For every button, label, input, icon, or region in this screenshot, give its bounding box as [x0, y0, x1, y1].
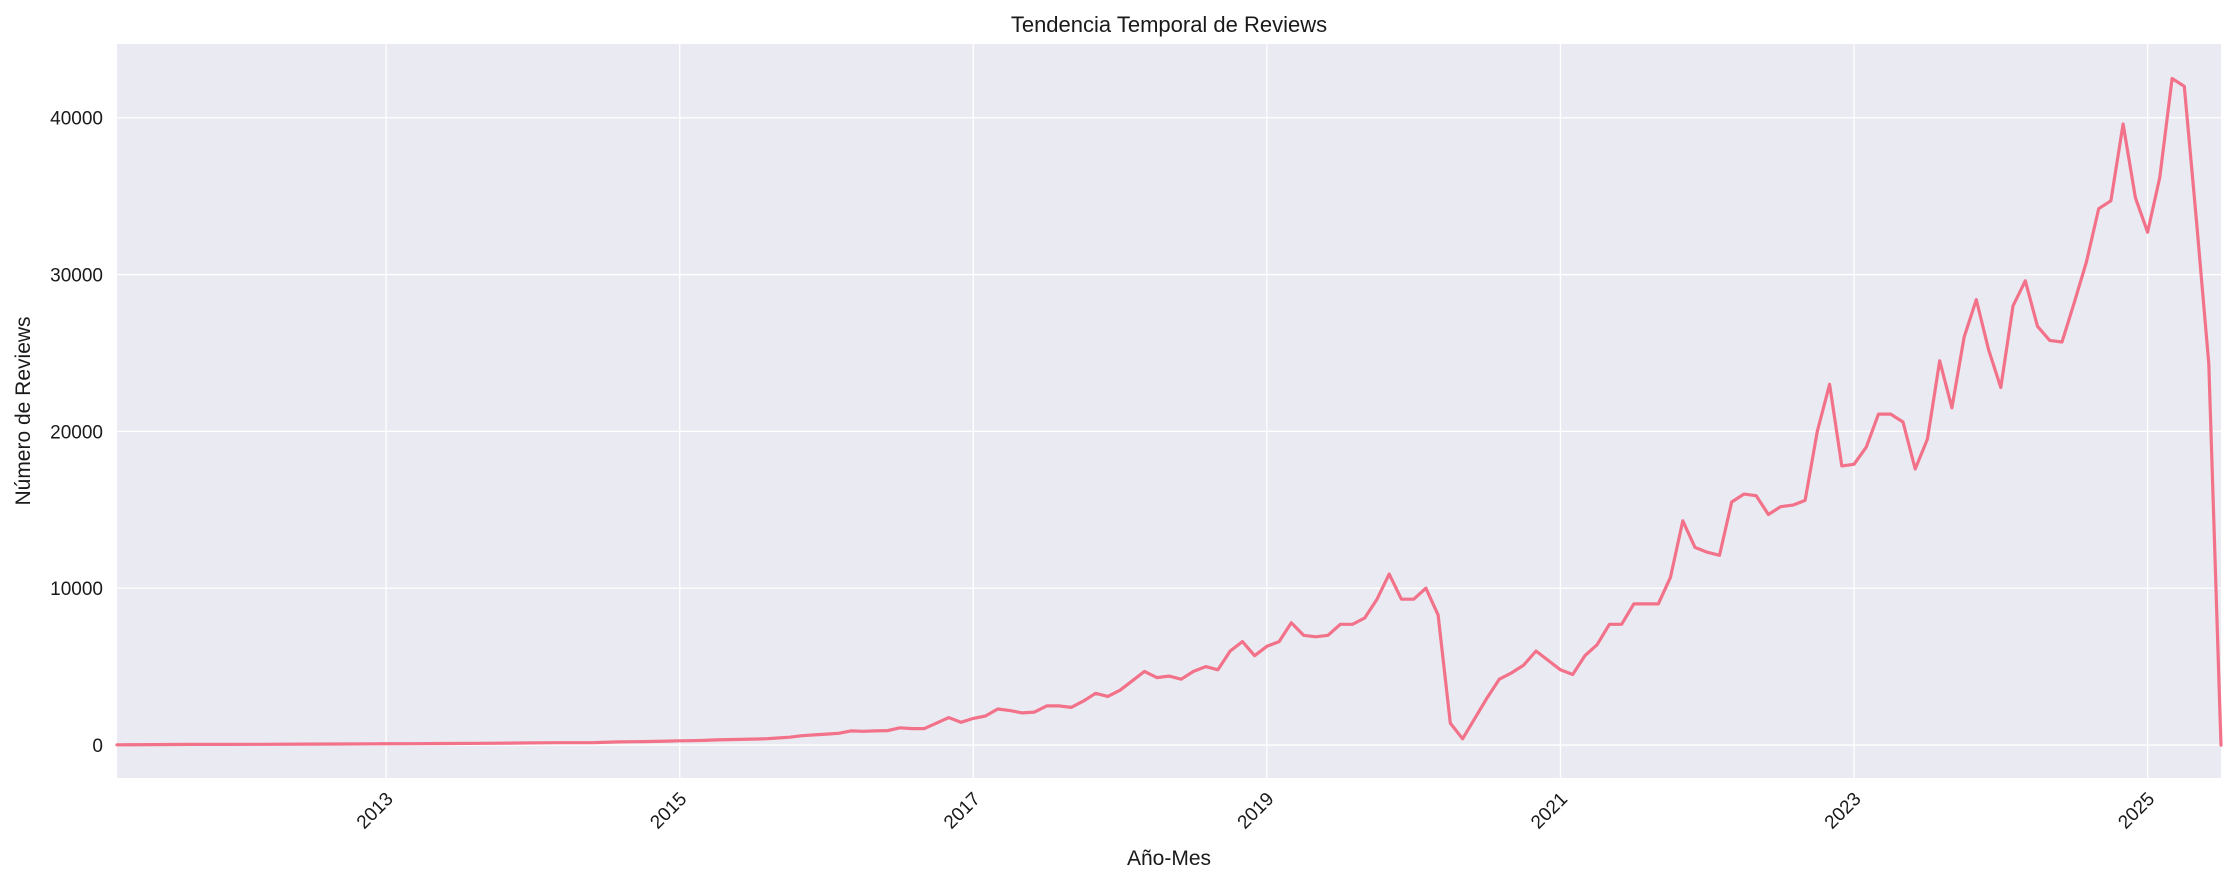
y-tick-label: 20000	[50, 422, 103, 443]
y-tick-label: 0	[92, 736, 103, 757]
plot-area	[117, 44, 2221, 778]
chart-title: Tendencia Temporal de Reviews	[1011, 12, 1327, 37]
series-line	[115, 76, 2223, 747]
y-axis-label: Número de Reviews	[12, 316, 35, 505]
y-axis-ticks: 0 10000 20000 30000 40000	[50, 109, 103, 757]
x-tick-label: 2023	[1821, 789, 1866, 834]
y-tick-label: 40000	[50, 109, 103, 130]
x-tick-label: 2019	[1234, 789, 1279, 834]
x-tick-label: 2017	[940, 789, 985, 834]
y-tick-label: 10000	[50, 579, 103, 600]
x-tick-label: 2025	[2114, 789, 2159, 834]
y-tick-label: 30000	[50, 266, 103, 287]
x-axis-ticks: 2013 2015 2017 2019 2021 2023 2025	[353, 789, 2159, 834]
x-axis-label: Año-Mes	[1127, 847, 1211, 870]
x-tick-label: 2015	[646, 789, 691, 834]
x-tick-label: 2013	[353, 789, 398, 834]
grid	[117, 44, 2221, 778]
x-tick-label: 2021	[1527, 789, 1572, 834]
